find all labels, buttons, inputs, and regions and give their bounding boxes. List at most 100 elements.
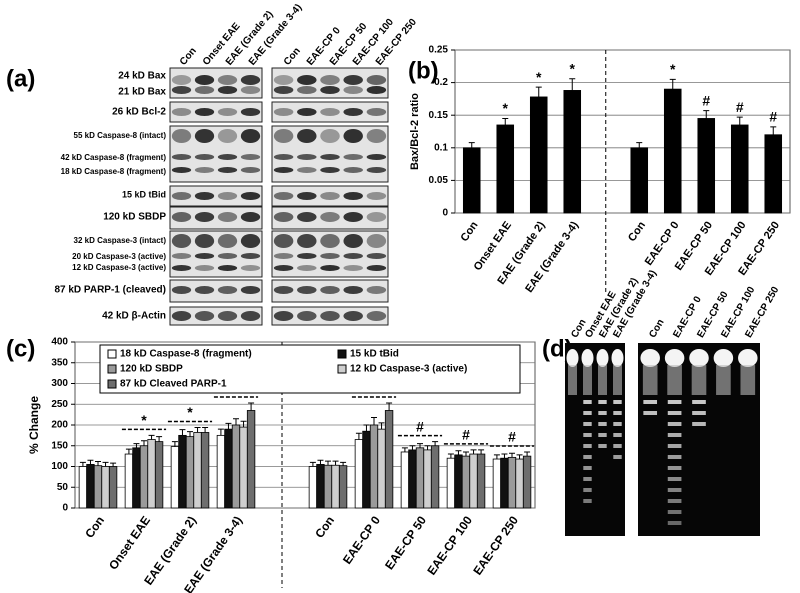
blot-band bbox=[240, 212, 261, 222]
significance-marker: * bbox=[503, 100, 509, 116]
row-label: 21 kD Bax bbox=[118, 87, 166, 98]
gel-band bbox=[667, 455, 682, 459]
x-tick-label: Con bbox=[312, 514, 337, 541]
blot-band bbox=[343, 167, 363, 173]
error-bar bbox=[417, 443, 423, 448]
bar bbox=[730, 124, 749, 214]
blot-band bbox=[343, 311, 363, 321]
blot-band bbox=[171, 75, 192, 85]
y-tick-label: 350 bbox=[51, 357, 68, 368]
legend-swatch bbox=[107, 379, 117, 389]
blot-band bbox=[171, 311, 192, 321]
blot-frame bbox=[169, 101, 263, 123]
blot-band bbox=[194, 212, 215, 222]
significance-marker: * bbox=[570, 60, 576, 76]
error-bar bbox=[703, 110, 710, 119]
blot-band bbox=[217, 265, 238, 271]
error-bar bbox=[736, 116, 743, 125]
blot-frame bbox=[169, 206, 263, 230]
row-label: 42 kD Caspase-8 (fragment) bbox=[61, 153, 167, 162]
gel-band bbox=[583, 411, 592, 415]
gel-smear bbox=[598, 365, 607, 395]
gel-band bbox=[613, 400, 622, 404]
gel-band bbox=[598, 444, 607, 448]
row-label: 32 kD Caspase-3 (intact) bbox=[74, 236, 167, 245]
gel-band bbox=[583, 455, 592, 459]
y-tick-label: 0.15 bbox=[429, 110, 449, 121]
legend-box bbox=[99, 344, 521, 394]
blot-band bbox=[297, 154, 317, 160]
legend-label: 120 kD SBDP bbox=[120, 364, 183, 375]
legend-label: 15 kD tBid bbox=[350, 349, 399, 360]
row-label: 24 kD Bax bbox=[118, 71, 166, 82]
error-bar bbox=[770, 126, 777, 135]
blot-band bbox=[240, 129, 261, 143]
gel-well bbox=[640, 349, 660, 367]
blot-band bbox=[240, 75, 261, 85]
x-tick-label: EAE-CP 100 bbox=[424, 513, 475, 577]
blot-band bbox=[240, 265, 261, 271]
error-bar bbox=[240, 420, 247, 428]
bar bbox=[108, 466, 118, 509]
gel-smear bbox=[691, 365, 707, 395]
blot-band bbox=[240, 234, 261, 248]
blot-band bbox=[273, 234, 294, 248]
gel-band bbox=[583, 444, 592, 448]
blot-band bbox=[217, 234, 238, 248]
error-bar bbox=[202, 426, 209, 433]
panel-label: (a) bbox=[6, 65, 35, 92]
gel-smear bbox=[568, 365, 577, 395]
row-label: 15 kD tBid bbox=[122, 189, 166, 199]
blot-band bbox=[194, 86, 215, 94]
blot-band bbox=[366, 286, 387, 294]
error-bar bbox=[217, 428, 224, 436]
bar bbox=[147, 439, 156, 509]
legend-label: 12 kD Caspase-3 (active) bbox=[350, 364, 467, 375]
gel-well bbox=[566, 349, 579, 367]
row-label: 20 kD Caspase-3 (active) bbox=[72, 252, 166, 261]
legend-label: 87 kD Cleaved PARP-1 bbox=[120, 379, 227, 390]
bar bbox=[563, 90, 582, 214]
error-bar bbox=[535, 86, 542, 97]
bar bbox=[132, 447, 141, 509]
blot-band bbox=[194, 167, 215, 173]
blot-band bbox=[320, 286, 340, 294]
blot-band bbox=[240, 86, 261, 94]
bar bbox=[331, 464, 340, 509]
error-bar bbox=[148, 434, 155, 440]
gel-band bbox=[667, 499, 682, 503]
legend-label: 18 kD Caspase-8 (fragment) bbox=[120, 349, 252, 360]
error-bar bbox=[325, 460, 331, 466]
blot-band bbox=[320, 253, 340, 259]
bar bbox=[185, 436, 195, 509]
blot-band bbox=[320, 212, 340, 222]
blot-band bbox=[273, 286, 294, 294]
blot-band bbox=[273, 212, 294, 222]
x-tick-label: EAE-CP 250 bbox=[470, 513, 521, 577]
blot-band bbox=[297, 253, 317, 259]
blot-frame bbox=[271, 101, 389, 123]
blot-band bbox=[297, 167, 317, 173]
gel-band bbox=[667, 400, 682, 404]
gel-smear bbox=[613, 365, 622, 395]
row-label: 18 kD Caspase-8 (fragment) bbox=[61, 167, 167, 176]
blot-band bbox=[273, 129, 294, 143]
gel-band bbox=[583, 499, 592, 503]
blot-band bbox=[297, 311, 317, 321]
blot-band bbox=[366, 265, 387, 271]
error-bar bbox=[409, 445, 416, 450]
gel-smear bbox=[642, 365, 658, 395]
gel-band bbox=[598, 411, 607, 415]
y-tick-label: 150 bbox=[51, 440, 68, 451]
blot-band bbox=[297, 129, 317, 143]
blot-frame bbox=[169, 306, 263, 326]
blot-band bbox=[273, 75, 294, 85]
gel-band bbox=[667, 521, 682, 525]
blot-band bbox=[240, 154, 261, 160]
bar bbox=[338, 465, 348, 509]
error-bar bbox=[636, 142, 643, 148]
blot-band bbox=[343, 75, 363, 85]
gel-band bbox=[643, 400, 658, 404]
blot-band bbox=[366, 311, 387, 321]
gel-band bbox=[613, 422, 622, 426]
